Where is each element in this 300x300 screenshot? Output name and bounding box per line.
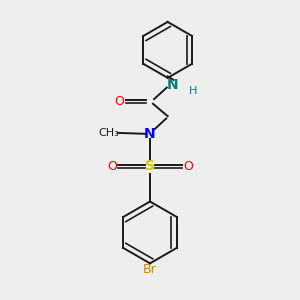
Text: Br: Br [143, 263, 157, 276]
Text: N: N [166, 78, 178, 92]
Text: CH₃: CH₃ [98, 128, 119, 138]
Text: H: H [188, 85, 197, 95]
Text: O: O [183, 160, 193, 173]
Text: O: O [107, 160, 117, 173]
Text: S: S [145, 159, 155, 173]
Text: O: O [114, 95, 124, 108]
Text: N: N [144, 127, 156, 141]
